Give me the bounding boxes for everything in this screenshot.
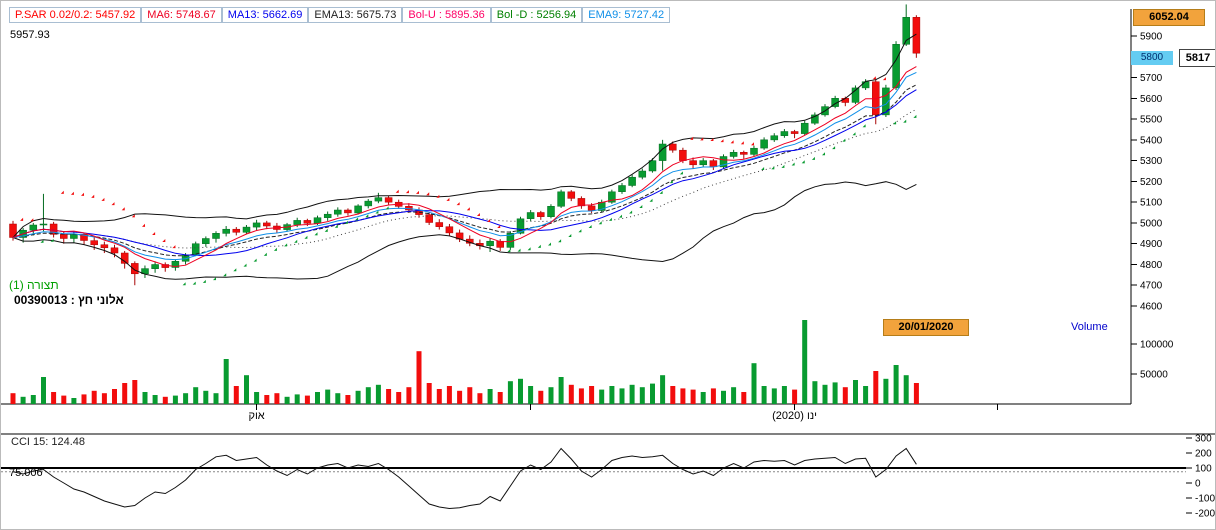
cci-indicator-label: CCI 15: 124.48: [11, 436, 85, 448]
svg-text:5900: 5900: [1140, 32, 1163, 43]
volume-panel-label: Volume: [1071, 321, 1108, 333]
svg-text:5100: 5100: [1140, 198, 1163, 209]
psar-series: [20, 76, 917, 286]
svg-text:ינו (2020): ינו (2020): [772, 410, 817, 422]
svg-text:50000: 50000: [1140, 370, 1168, 381]
svg-text:4600: 4600: [1140, 302, 1163, 313]
svg-text:5400: 5400: [1140, 135, 1163, 146]
indicator-ma13[interactable]: MA13: 5662.69: [221, 7, 309, 23]
last-price-box: 5817: [1179, 49, 1215, 67]
indicator-ma6[interactable]: MA6: 5748.67: [141, 7, 222, 23]
svg-text:4700: 4700: [1140, 281, 1163, 292]
date-badge: 20/01/2020: [883, 319, 969, 336]
axes: 5900 5800 5700 5600 5500 5400 5300 5200 5100 5000…: [1, 9, 1215, 520]
svg-text:0: 0: [1195, 479, 1201, 490]
svg-text:5600: 5600: [1140, 94, 1163, 105]
current-price-axis-badge: 5800: [1131, 51, 1173, 65]
indicator-bol-u[interactable]: Bol-U : 5895.36: [402, 7, 491, 23]
svg-text:-100: -100: [1195, 494, 1215, 505]
volume-series: [10, 320, 919, 404]
svg-text:אוק: אוק: [248, 410, 264, 422]
svg-text:100000: 100000: [1140, 340, 1174, 351]
svg-text:5300: 5300: [1140, 156, 1163, 167]
period-high-badge: 6052.04: [1133, 9, 1205, 26]
indicator-psar[interactable]: P.SAR 0.02/0.2: 5457.92: [9, 7, 142, 23]
candlestick-series: [9, 4, 921, 286]
svg-text:100: 100: [1195, 464, 1212, 475]
indicator-ema9[interactable]: EMA9: 5727.42: [582, 7, 671, 23]
svg-text:4900: 4900: [1140, 239, 1163, 250]
cci-panel: [1, 447, 1186, 510]
svg-text:300: 300: [1195, 434, 1212, 445]
svg-text:200: 200: [1195, 449, 1212, 460]
scale-max-label: 5957.93: [10, 29, 50, 41]
svg-text:5000: 5000: [1140, 218, 1163, 229]
indicator-bol-d[interactable]: Bol -D : 5256.94: [490, 7, 583, 23]
svg-text:5700: 5700: [1140, 73, 1163, 84]
indicator-bar: P.SAR 0.02/0.2: 5457.92 MA6: 5748.67 MA13:…: [9, 7, 671, 23]
overlay-lines: [12, 33, 917, 280]
svg-text:-200: -200: [1195, 509, 1215, 520]
svg-text:5500: 5500: [1140, 115, 1163, 126]
cci-level-label: 75.006: [9, 467, 43, 479]
layout-config-label: (תצורה (1: [9, 278, 59, 292]
security-title: אלוני חץ : 00390013: [14, 293, 124, 307]
indicator-ema13[interactable]: EMA13: 5675.73: [308, 7, 403, 23]
svg-text:5200: 5200: [1140, 177, 1163, 188]
svg-text:4800: 4800: [1140, 260, 1163, 271]
